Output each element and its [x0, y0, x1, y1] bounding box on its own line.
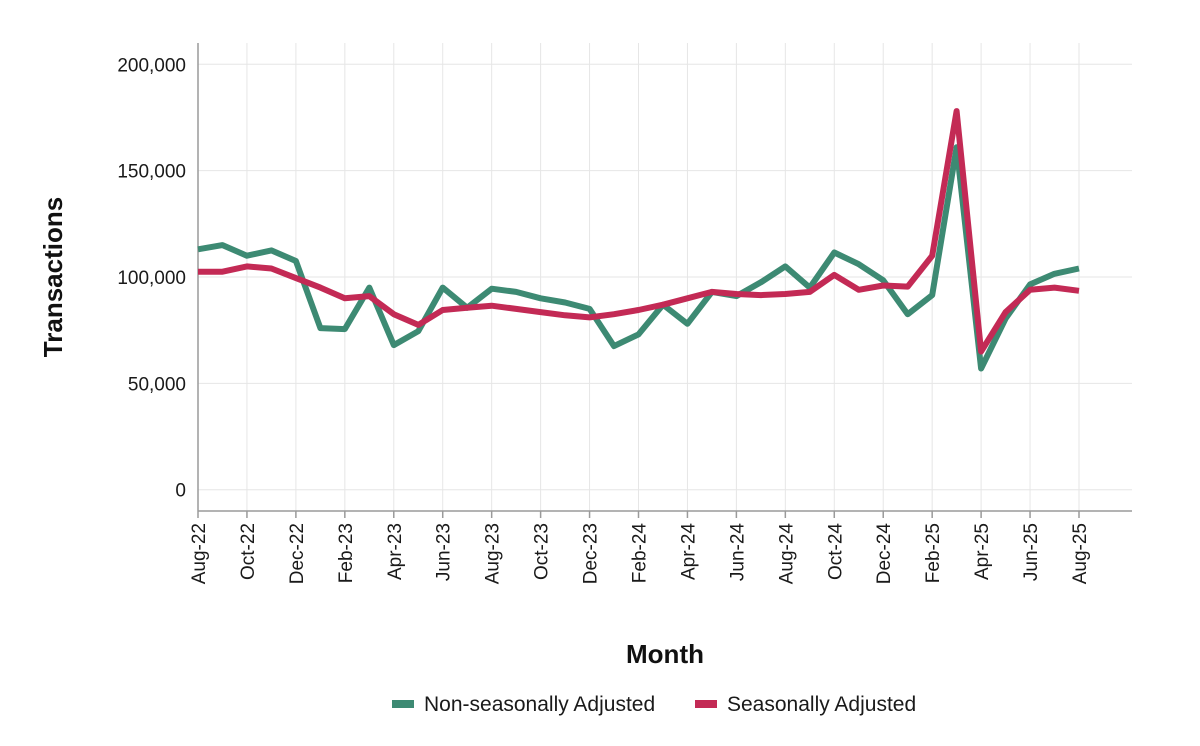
series-lines [197, 108, 1080, 372]
x-tick-label: Jun-23 [434, 523, 455, 581]
legend: Non-seasonally Adjusted Seasonally Adjus… [392, 693, 916, 716]
x-tick-label: Jun-25 [1021, 523, 1042, 581]
y-tick-label: 200,000 [117, 55, 186, 76]
legend-label-sa: Seasonally Adjusted [727, 693, 916, 716]
legend-label-nsa: Non-seasonally Adjusted [424, 693, 655, 716]
y-tick-label: 50,000 [128, 374, 186, 395]
x-tick-label: Dec-22 [287, 523, 308, 584]
x-tick-label: Oct-24 [825, 523, 846, 580]
y-axis-title: Transactions [38, 197, 68, 357]
legend-item-nsa: Non-seasonally Adjusted [392, 693, 655, 716]
tick-labels: 0 50,000 100,000 150,000 200,000 Aug-22 Oct-22… [117, 55, 1091, 584]
x-tick-label: Aug-23 [483, 523, 504, 584]
gridlines [197, 43, 1132, 511]
x-tick-label: Feb-24 [630, 523, 651, 584]
x-tick-label: Dec-24 [874, 523, 895, 585]
series-line-nsa [197, 144, 1080, 372]
x-tick-label: Oct-23 [532, 523, 553, 580]
axes [197, 43, 1132, 518]
legend-swatch-nsa [392, 700, 414, 708]
x-tick-label: Feb-23 [336, 523, 357, 583]
x-tick-label: Dec-23 [581, 523, 602, 584]
y-tick-label: 150,000 [117, 162, 186, 183]
x-tick-label: Aug-25 [1070, 523, 1091, 584]
x-axis-title: Month [626, 639, 704, 669]
x-tick-label: Feb-25 [923, 523, 944, 583]
x-tick-label: Aug-22 [189, 523, 210, 584]
y-tick-label: 100,000 [117, 268, 186, 289]
x-tick-label: Apr-24 [678, 523, 699, 580]
legend-item-sa: Seasonally Adjusted [695, 693, 916, 716]
y-tick-label: 0 [175, 481, 186, 502]
series-line-sa [198, 108, 1080, 355]
x-tick-label: Apr-25 [972, 523, 993, 580]
x-tick-label: Oct-22 [238, 523, 259, 580]
x-tick-label: Apr-23 [385, 523, 406, 580]
x-tick-label: Jun-24 [727, 523, 748, 582]
legend-swatch-sa [695, 700, 717, 708]
x-tick-label: Aug-24 [776, 523, 797, 585]
